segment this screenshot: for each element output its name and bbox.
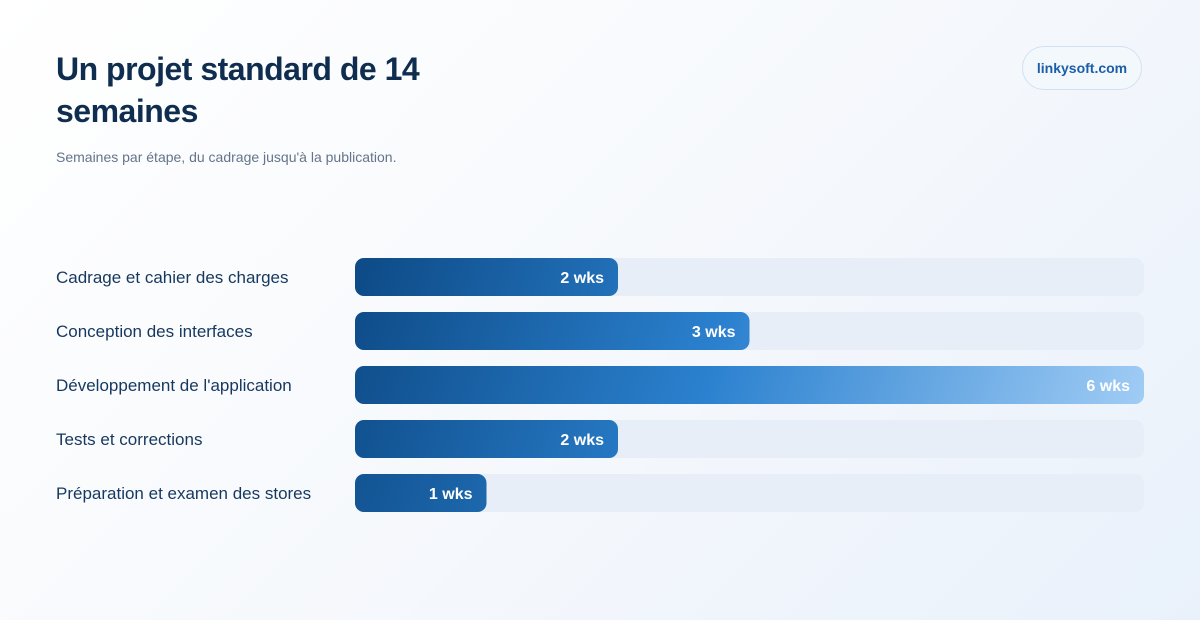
bar[interactable] — [355, 258, 618, 296]
bar-value-label: 6 wks — [1086, 378, 1130, 395]
bar[interactable] — [355, 366, 1144, 404]
category-label: Cadrage et cahier des charges — [56, 268, 288, 287]
category-label: Développement de l'application — [56, 376, 292, 395]
category-label: Préparation et examen des stores — [56, 484, 311, 503]
bar[interactable] — [355, 474, 487, 512]
bar-value-label: 3 wks — [692, 324, 736, 341]
bar[interactable] — [355, 420, 618, 458]
bar-track — [355, 474, 1144, 512]
bar-value-label: 2 wks — [560, 432, 604, 449]
bar-value-label: 2 wks — [560, 270, 604, 287]
bar[interactable] — [355, 312, 750, 350]
chart-title: Un projet standard de 14 semaines — [56, 51, 420, 129]
chart-subtitle: Semaines par étape, du cadrage jusqu'à l… — [56, 149, 397, 165]
category-label: Conception des interfaces — [56, 322, 253, 341]
category-label: Tests et corrections — [56, 430, 202, 449]
brand-badge[interactable]: linkysoft.com — [1022, 46, 1142, 90]
bar-value-label: 1 wks — [429, 486, 473, 503]
